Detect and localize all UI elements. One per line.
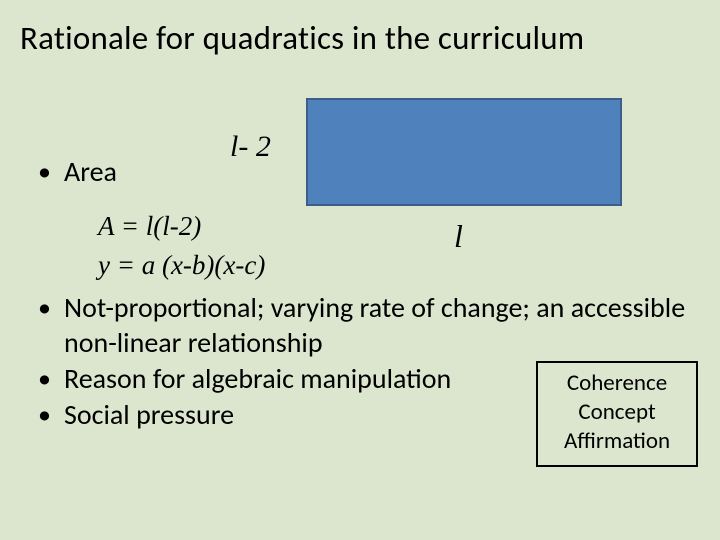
list-item: • Not-proportional; varying rate of chan…	[38, 291, 700, 359]
sub-item-equation: A = l(l-2)	[98, 209, 700, 244]
bullet-icon: •	[38, 155, 64, 189]
bullet-icon: •	[38, 291, 64, 325]
callout-box: Coherence Concept Affirmation	[536, 361, 698, 467]
list-item: • Area	[38, 155, 700, 189]
list-item-text: Not-proportional; varying rate of change…	[64, 291, 700, 359]
callout-line: Affirmation	[542, 427, 692, 456]
callout-line: Coherence	[542, 369, 692, 398]
slide-title: Rationale for quadratics in the curricul…	[20, 18, 700, 58]
slide: Rationale for quadratics in the curricul…	[0, 0, 720, 540]
callout-line: Concept	[542, 398, 692, 427]
bullet-icon: •	[38, 362, 64, 396]
list-item-text: Area	[64, 155, 700, 189]
sub-item-equation: y = a (x-b)(x-c)	[98, 248, 700, 283]
bullet-icon: •	[38, 398, 64, 432]
